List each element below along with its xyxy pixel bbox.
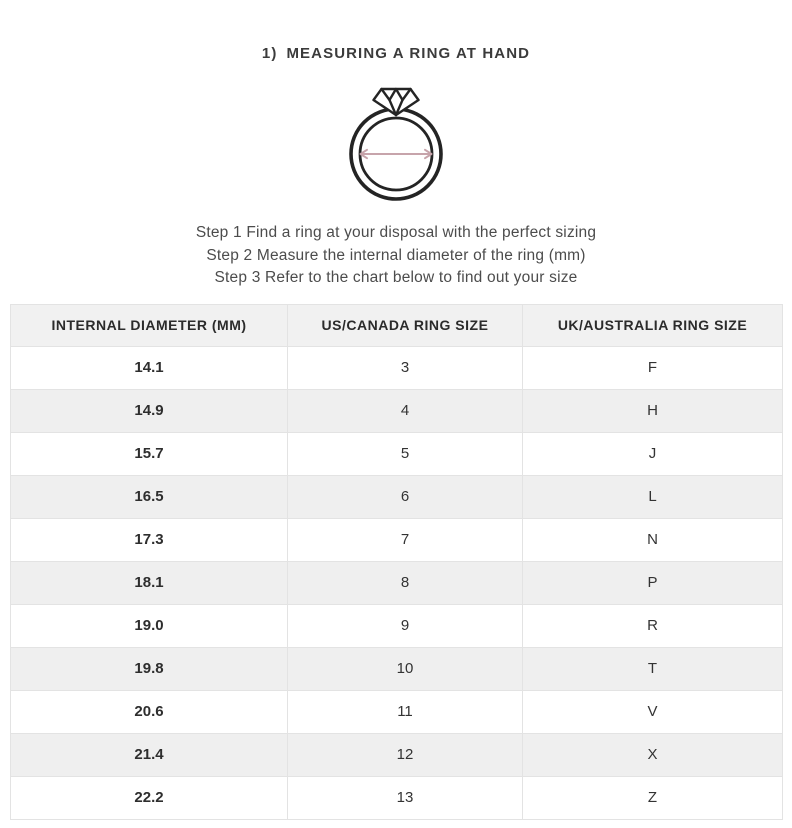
cell-uk-size: F [522,345,783,390]
step-line-2: Step 2 Measure the internal diameter of … [206,246,586,264]
cell-diameter: 20.6 [10,689,288,734]
table-row: 20.6 11 V [10,689,783,734]
cell-diameter: 19.0 [10,603,288,648]
table-row: 16.5 6 L [10,474,783,519]
column-header-us-canada-size: US/CANADA RING SIZE [287,303,523,347]
step-line-1: Step 1 Find a ring at your disposal with… [195,224,597,241]
cell-us-size: 10 [287,646,523,691]
cell-diameter: 17.3 [10,517,288,562]
cell-uk-size: H [522,388,783,433]
cell-diameter: 14.1 [10,345,288,390]
ring-illustration [0,84,792,205]
cell-us-size: 9 [287,603,523,648]
cell-diameter: 15.7 [10,431,288,476]
table-row: 19.0 9 R [10,603,783,648]
ring-size-chart-table: INTERNAL DIAMETER (MM) US/CANADA RING SI… [10,303,783,820]
cell-us-size: 6 [287,474,523,519]
cell-diameter: 22.2 [10,775,288,820]
cell-diameter: 21.4 [10,732,288,777]
cell-uk-size: V [522,689,783,734]
cell-us-size: 12 [287,732,523,777]
page-title: 1) MEASURING A RING AT HAND [0,45,792,62]
cell-us-size: 5 [287,431,523,476]
cell-diameter: 19.8 [10,646,288,691]
cell-diameter: 14.9 [10,388,288,433]
table-row: 14.1 3 F [10,345,783,390]
cell-uk-size: L [522,474,783,519]
step-line-3: Step 3 Refer to the chart below to find … [214,269,578,286]
column-header-internal-diameter: INTERNAL DIAMETER (MM) [10,303,288,347]
cell-us-size: 3 [287,345,523,390]
diamond-icon [372,87,420,117]
cell-uk-size: N [522,517,783,562]
table-row: 22.2 13 Z [10,775,783,820]
table-row: 19.8 10 T [10,646,783,691]
cell-us-size: 8 [287,560,523,605]
cell-us-size: 11 [287,689,523,734]
cell-uk-size: Z [522,775,783,820]
cell-uk-size: J [522,431,783,476]
cell-uk-size: T [522,646,783,691]
cell-diameter: 18.1 [10,560,288,605]
cell-diameter: 16.5 [10,474,288,519]
diameter-arrow-icon [359,148,433,160]
cell-uk-size: X [522,732,783,777]
column-header-uk-australia-size: UK/AUSTRALIA RING SIZE [522,303,783,347]
table-row: 15.7 5 J [10,431,783,476]
cell-us-size: 13 [287,775,523,820]
page-title-number: 1) [261,45,278,62]
table-row: 21.4 12 X [10,732,783,777]
cell-us-size: 7 [287,517,523,562]
cell-us-size: 4 [287,388,523,433]
page-title-text: MEASURING A RING AT HAND [286,45,531,62]
table-row: 18.1 8 P [10,560,783,605]
table-row: 14.9 4 H [10,388,783,433]
table-header-row: INTERNAL DIAMETER (MM) US/CANADA RING SI… [10,303,783,347]
table-row: 17.3 7 N [10,517,783,562]
measurement-steps: Step 1 Find a ring at your disposal with… [0,222,792,290]
cell-uk-size: P [522,560,783,605]
cell-uk-size: R [522,603,783,648]
ring-diagram [349,87,443,201]
